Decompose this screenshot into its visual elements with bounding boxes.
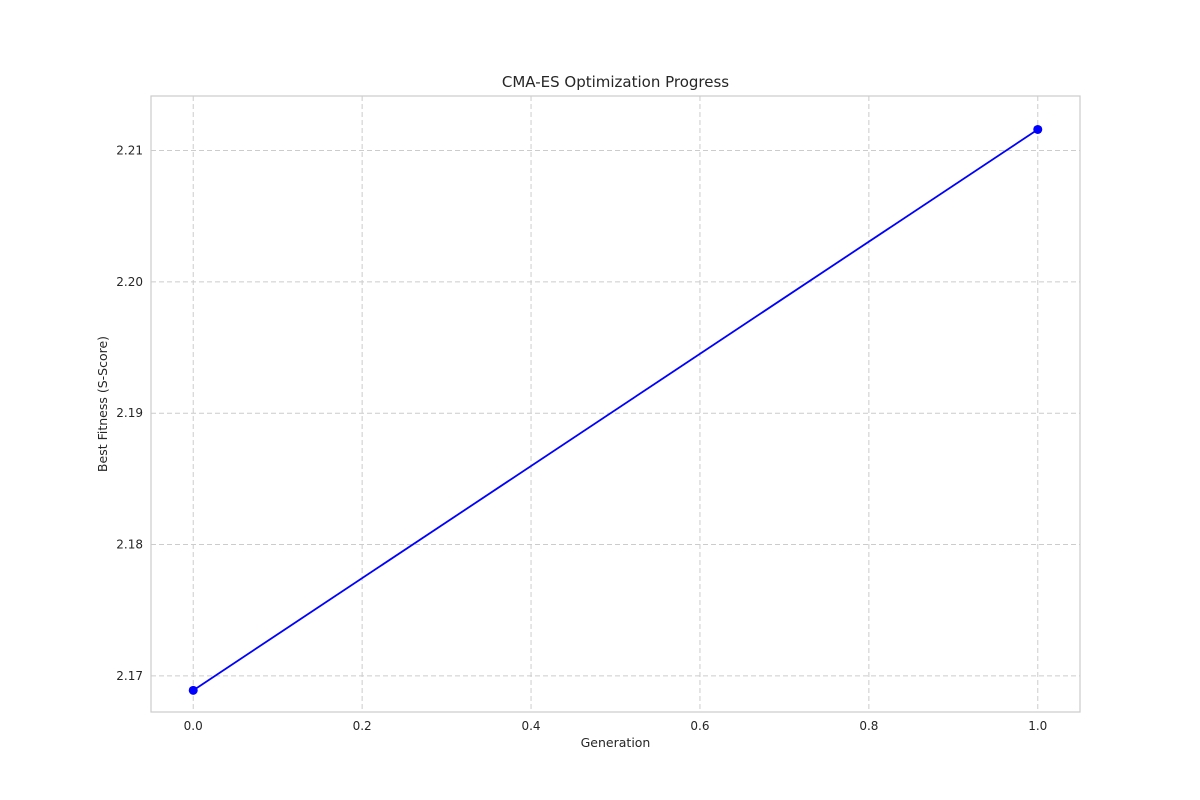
y-tick-label: 2.17 [116,669,143,683]
x-tick-label: 0.4 [521,719,540,733]
y-tick-label: 2.19 [116,406,143,420]
x-tick-label: 0.8 [859,719,878,733]
data-point-1 [1033,124,1043,134]
y-tick-label: 2.21 [116,144,143,158]
data-point-0 [188,685,198,695]
x-axis-label: Generation [581,735,651,750]
grid-layer [151,96,1080,712]
x-tick-labels: 0.0 0.2 0.4 0.6 0.8 1.0 [184,719,1048,733]
chart-title: CMA-ES Optimization Progress [502,73,729,91]
y-axis-label: Best Fitness (S-Score) [95,336,110,472]
x-tick-label: 0.0 [184,719,203,733]
series-layer [188,124,1043,695]
x-tick-label: 0.6 [690,719,709,733]
plot-frame [150,95,1081,713]
y-tick-labels: 2.17 2.18 2.19 2.20 2.21 [116,144,143,683]
y-tick-label: 2.18 [116,538,143,552]
x-tick-label: 1.0 [1028,719,1047,733]
y-tick-label: 2.20 [116,275,143,289]
series-line-0 [192,128,1039,692]
x-tick-label: 0.2 [353,719,372,733]
